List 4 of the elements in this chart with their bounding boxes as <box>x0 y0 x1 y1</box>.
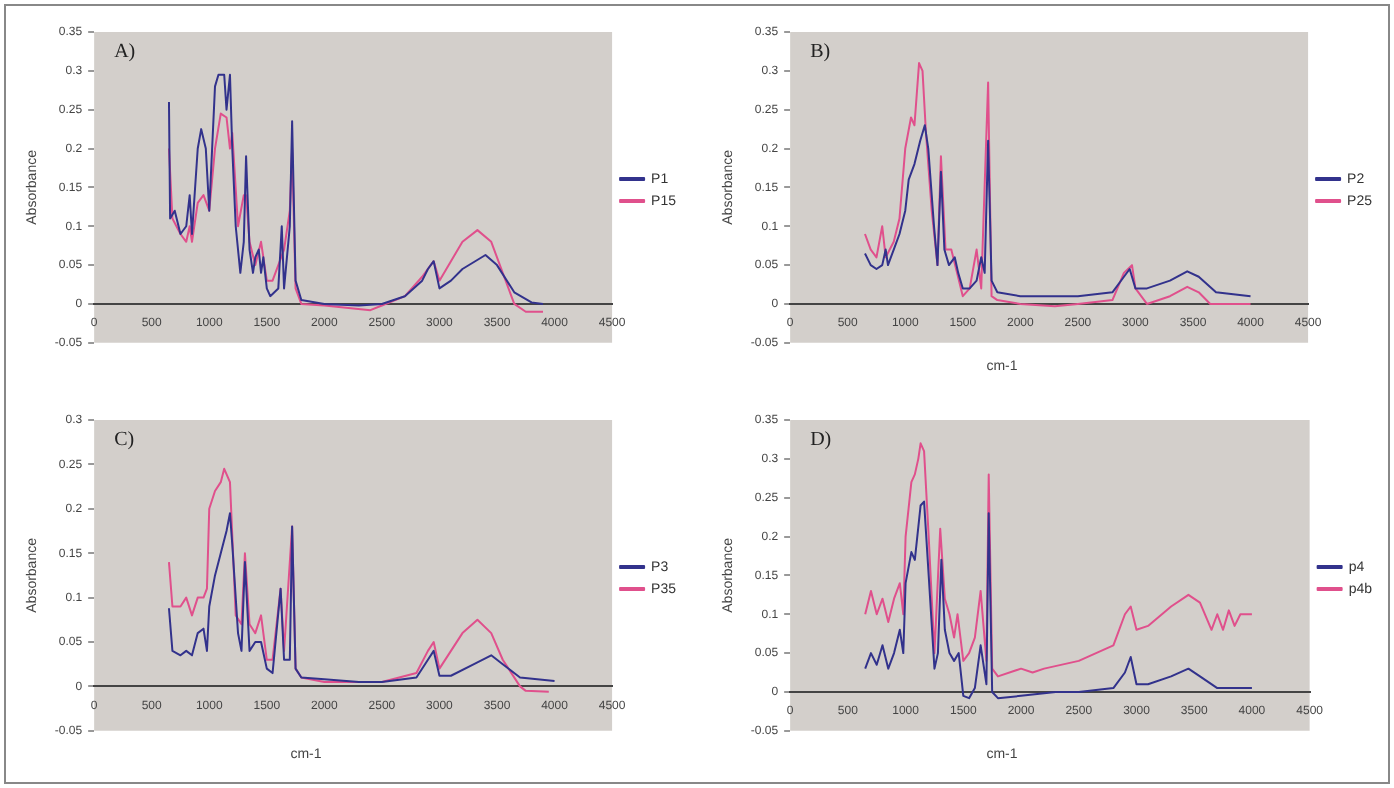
annotation: D) <box>810 429 832 452</box>
annotation: A) <box>114 41 136 64</box>
annotation: B) <box>810 41 831 64</box>
annotation: C) <box>114 429 135 452</box>
